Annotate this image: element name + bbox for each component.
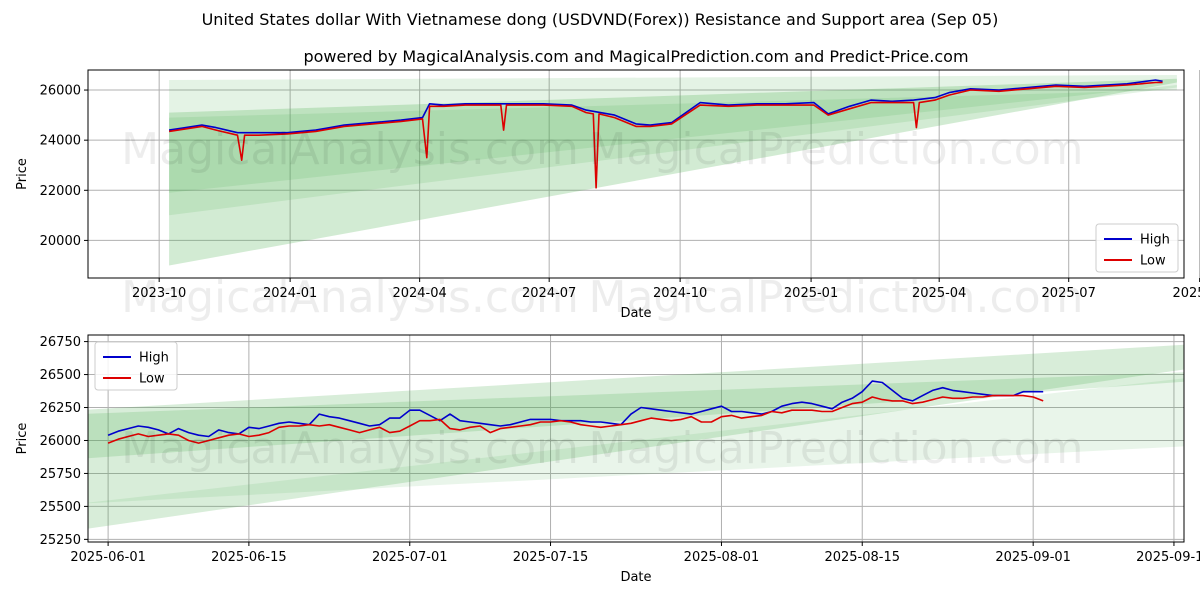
bottom-band-2 [88,372,1184,459]
top-plot-area [168,75,1177,266]
bottom-x-tick-label: 2025-09-15 [1136,550,1200,565]
top-legend: High Low [1095,223,1179,273]
bottom-plot-area [88,344,1184,529]
top-x-tick-label: 2024-10 [653,286,707,301]
bottom-x-axis-label: Date [620,570,651,585]
chart-subtitle: powered by MagicalAnalysis.com and Magic… [303,47,968,66]
bottom-x-tick-label: 2025-06-15 [211,550,287,565]
top-series-high [168,79,1163,134]
top-legend-label-low: Low [1140,254,1166,269]
bottom-legend: High Low [94,341,178,391]
top-x-tick-label: 2023-10 [132,286,186,301]
bottom-band-1 [88,344,1184,529]
top-x-tick-label: 2025-04 [912,286,966,301]
bottom-y-tick-label: 26750 [40,335,81,350]
bottom-x-tick-label: 2025-08-01 [684,550,760,565]
bottom-y-tick-label: 26000 [40,434,81,449]
top-y-tick-label: 24000 [40,134,81,149]
bottom-x-tick-label: 2025-08-15 [824,550,900,565]
bottom-x-tick-label: 2025-07-15 [513,550,589,565]
top-band-1 [169,75,1177,216]
bottom-x-tick-label: 2025-09-01 [995,550,1071,565]
bottom-band-3 [88,378,1184,504]
top-y-axis-label: Price [15,158,30,190]
top-x-tick-label: 2024-01 [263,286,317,301]
bottom-y-tick-label: 25500 [40,500,81,515]
chart-title: United States dollar With Vietnamese don… [202,10,999,29]
bottom-y-tick-label: 26250 [40,401,81,416]
bottom-legend-label-low: Low [139,372,165,387]
watermark-prediction-bottom: MagicalPrediction.com [589,423,1084,474]
watermark-analysis-top: MagicalAnalysis.com [121,124,579,175]
bottom-y-tick-label: 25250 [40,533,81,548]
top-x-tick-label: 2025-07 [1042,286,1096,301]
top-legend-box [1095,223,1179,273]
top-plot: 2023-10 2024-01 2024-04 2024-07 2024-10 2025-… [15,69,1200,321]
bottom-x-tick-label: 2025-07-01 [372,550,448,565]
top-band-2 [169,78,1177,266]
top-y-tick-label: 20000 [40,234,81,249]
bottom-plot: 2025-06-01 2025-06-15 2025-07-01 2025-07-15… [15,334,1200,585]
bottom-y-axis-label: Price [15,423,30,455]
top-x-tick-label: 2024-04 [392,286,446,301]
bottom-series-low [107,394,1044,444]
top-x-tick-label: 2025-01 [784,286,838,301]
top-y-tick-label: 22000 [40,184,81,199]
watermark-analysis-bottom: MagicalAnalysis.com [121,423,579,474]
watermark-prediction-top: MagicalPrediction.com [589,124,1084,175]
bottom-legend-label-high: High [139,351,169,366]
bottom-plot-frame [87,334,1185,543]
top-y-tick-label: 26000 [40,84,81,99]
top-band-3 [169,85,1177,193]
watermark-prediction-middle: MagicalPrediction.com [589,272,1084,323]
top-legend-label-high: High [1140,233,1170,248]
bottom-y-tick-label: 26500 [40,368,81,383]
top-x-axis-label: Date [620,306,651,321]
top-plot-frame [87,69,1185,279]
bottom-legend-box [94,341,178,391]
bottom-y-tick-label: 25750 [40,467,81,482]
bottom-x-tick-label: 2025-06-01 [70,550,146,565]
top-x-tick-label: 2025-10 [1172,286,1200,301]
top-x-tick-label: 2024-07 [522,286,576,301]
top-series-low [168,81,1163,189]
bottom-series-high [107,380,1044,438]
watermark-analysis-middle: MagicalAnalysis.com [121,272,579,323]
